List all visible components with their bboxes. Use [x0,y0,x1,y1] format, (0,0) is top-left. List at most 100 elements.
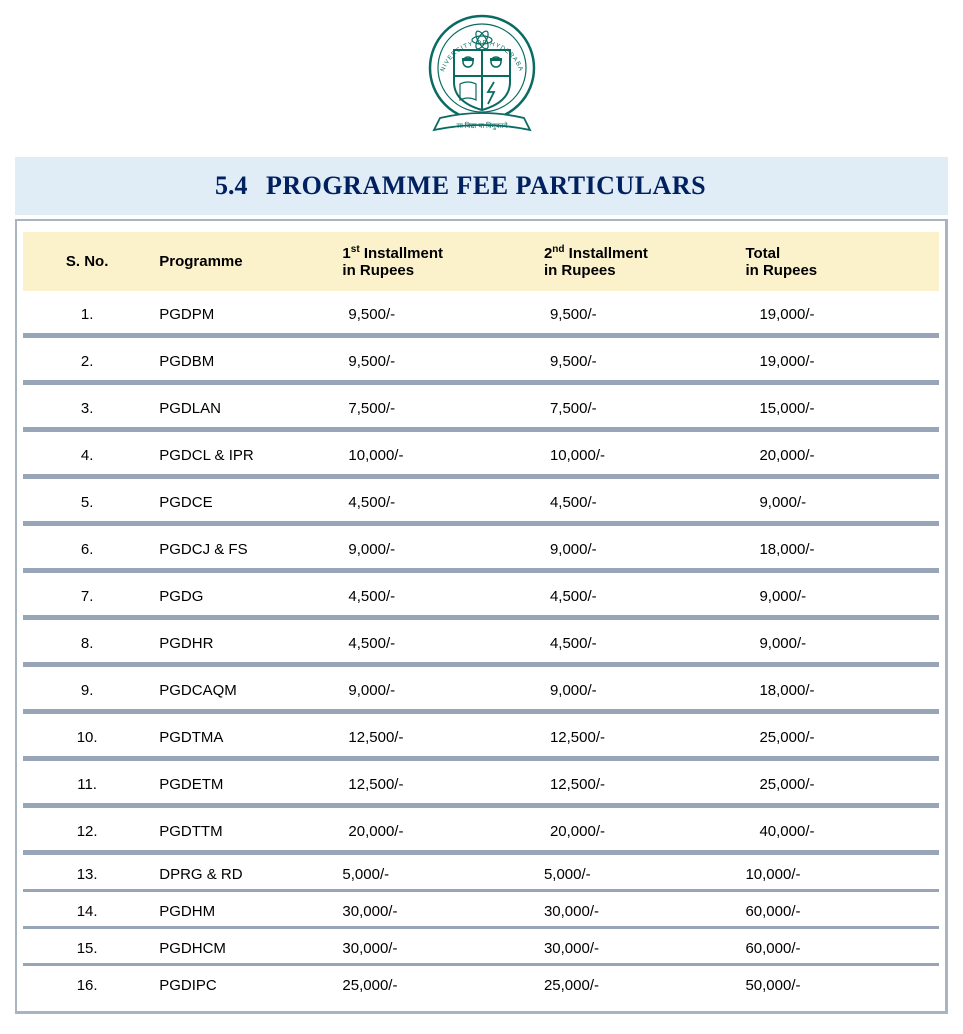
table-row: 14.PGDHM30,000/-30,000/-60,000/- [23,897,939,929]
cell-inst2: 20,000/- [536,813,738,855]
table-row: 16.PGDIPC25,000/-25,000/-50,000/- [23,971,939,1000]
cell-total: 18,000/- [737,531,939,573]
section-number: 5.4 [215,171,248,200]
table-header: S. No. Programme 1st Installmentin Rupee… [23,232,939,291]
cell-total: 40,000/- [737,813,939,855]
cell-inst1: 4,500/- [334,625,536,667]
cell-prog: PGDCJ & FS [151,531,334,573]
cell-inst2: 4,500/- [536,578,738,620]
table-row: 6.PGDCJ & FS9,000/-9,000/-18,000/- [23,531,939,573]
cell-inst1: 9,000/- [334,672,536,714]
cell-sno: 13. [23,860,151,892]
cell-prog: PGDCE [151,484,334,526]
cell-prog: PGDG [151,578,334,620]
cell-prog: DPRG & RD [151,860,334,892]
cell-prog: PGDHM [151,897,334,929]
cell-prog: PGDTTM [151,813,334,855]
cell-prog: PGDETM [151,766,334,808]
table-row: 12.PGDTTM20,000/-20,000/-40,000/- [23,813,939,855]
cell-sno: 2. [23,343,151,385]
table-row: 15.PGDHCM30,000/-30,000/-60,000/- [23,934,939,966]
cell-prog: PGDIPC [151,971,334,1000]
fee-table-container: S. No. Programme 1st Installmentin Rupee… [15,219,948,1014]
table-row: 3.PGDLAN7,500/-7,500/-15,000/- [23,390,939,432]
cell-prog: PGDBM [151,343,334,385]
table-row: 11.PGDETM12,500/-12,500/-25,000/- [23,766,939,808]
cell-inst2: 9,000/- [536,531,738,573]
cell-prog: PGDTMA [151,719,334,761]
table-row: 13.DPRG & RD5,000/-5,000/-10,000/- [23,860,939,892]
cell-total: 15,000/- [737,390,939,432]
table-row: 2.PGDBM9,500/-9,500/-19,000/- [23,343,939,385]
cell-prog: PGDCL & IPR [151,437,334,479]
section-title-bar: 5.4 PROGRAMME FEE PARTICULARS [15,157,948,215]
table-row: 1.PGDPM9,500/-9,500/-19,000/- [23,296,939,338]
cell-total: 10,000/- [737,860,939,892]
cell-sno: 6. [23,531,151,573]
col-header-sno: S. No. [23,232,151,291]
cell-total: 9,000/- [737,578,939,620]
cell-sno: 1. [23,296,151,338]
cell-sno: 11. [23,766,151,808]
cell-sno: 14. [23,897,151,929]
cell-prog: PGDCAQM [151,672,334,714]
cell-inst2: 9,000/- [536,672,738,714]
table-row: 5.PGDCE4,500/-4,500/- 9,000/- [23,484,939,526]
cell-total: 9,000/- [737,625,939,667]
cell-prog: PGDLAN [151,390,334,432]
cell-inst2: 9,500/- [536,296,738,338]
table-row: 8.PGDHR4,500/-4,500/- 9,000/- [23,625,939,667]
cell-total: 25,000/- [737,719,939,761]
cell-inst1: 9,500/- [334,343,536,385]
cell-inst1: 30,000/- [334,897,536,929]
cell-inst1: 12,500/- [334,766,536,808]
cell-sno: 5. [23,484,151,526]
cell-sno: 16. [23,971,151,1000]
cell-inst1: 30,000/- [334,934,536,966]
university-logo-icon: सा विद्या या विमुक्तये UNIVERSITY OF HYD… [422,10,542,145]
cell-inst2: 7,500/- [536,390,738,432]
cell-sno: 9. [23,672,151,714]
cell-total: 18,000/- [737,672,939,714]
cell-total: 9,000/- [737,484,939,526]
cell-inst2: 30,000/- [536,934,738,966]
cell-sno: 10. [23,719,151,761]
cell-inst1: 9,500/- [334,296,536,338]
cell-total: 20,000/- [737,437,939,479]
cell-total: 25,000/- [737,766,939,808]
cell-sno: 12. [23,813,151,855]
cell-inst1: 25,000/- [334,971,536,1000]
cell-sno: 4. [23,437,151,479]
cell-total: 60,000/- [737,934,939,966]
cell-sno: 8. [23,625,151,667]
table-row: 9.PGDCAQM9,000/-9,000/-18,000/- [23,672,939,714]
table-body: 1.PGDPM9,500/-9,500/-19,000/-2.PGDBM9,50… [23,296,939,1000]
cell-sno: 7. [23,578,151,620]
cell-total: 19,000/- [737,343,939,385]
logo-container: सा विद्या या विमुक्तये UNIVERSITY OF HYD… [15,10,948,145]
cell-inst2: 4,500/- [536,484,738,526]
col-header-total: Totalin Rupees [737,232,939,291]
cell-inst1: 5,000/- [334,860,536,892]
table-row: 7.PGDG4,500/-4,500/- 9,000/- [23,578,939,620]
cell-total: 60,000/- [737,897,939,929]
table-row: 10.PGDTMA12,500/-12,500/-25,000/- [23,719,939,761]
cell-inst1: 20,000/- [334,813,536,855]
cell-inst2: 12,500/- [536,766,738,808]
cell-inst1: 4,500/- [334,484,536,526]
cell-total: 19,000/- [737,296,939,338]
cell-prog: PGDHCM [151,934,334,966]
cell-inst1: 9,000/- [334,531,536,573]
cell-inst2: 10,000/- [536,437,738,479]
cell-inst2: 5,000/- [536,860,738,892]
cell-sno: 15. [23,934,151,966]
cell-inst2: 25,000/- [536,971,738,1000]
cell-prog: PGDPM [151,296,334,338]
cell-inst1: 12,500/- [334,719,536,761]
cell-sno: 3. [23,390,151,432]
cell-inst1: 10,000/- [334,437,536,479]
table-row: 4.PGDCL & IPR10,000/-10,000/-20,000/- [23,437,939,479]
cell-inst1: 7,500/- [334,390,536,432]
cell-inst1: 4,500/- [334,578,536,620]
section-title: PROGRAMME FEE PARTICULARS [266,171,706,200]
